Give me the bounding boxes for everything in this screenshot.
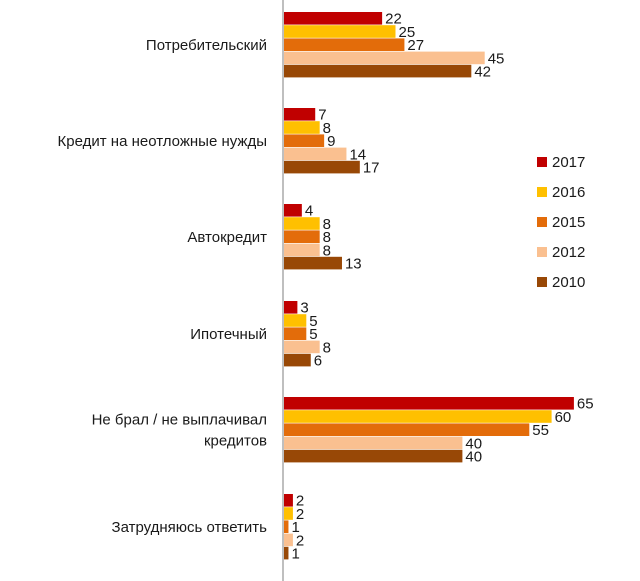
bar-2017	[284, 204, 302, 217]
bar-2012	[284, 436, 463, 450]
bar-2016	[284, 410, 552, 423]
category-labels: Потребительский Кредит на неотложные нужд…	[58, 37, 268, 536]
data-label: 6	[314, 353, 322, 370]
data-label: 60	[555, 409, 572, 426]
bar-2017	[284, 12, 383, 25]
bar-2015	[284, 134, 325, 147]
bar-2017	[284, 494, 293, 507]
legend-swatch	[537, 217, 547, 227]
data-label: 8	[323, 339, 331, 356]
bar-2012	[284, 533, 293, 547]
data-label: 2	[296, 493, 304, 510]
data-label: 25	[399, 24, 416, 41]
data-label: 8	[323, 216, 331, 233]
bar-2016	[284, 25, 396, 38]
bar-2016	[284, 507, 293, 520]
category-label: Потребительский	[146, 37, 267, 54]
legend-item: 2010	[537, 274, 585, 291]
data-label: 14	[349, 146, 366, 163]
bar-2010	[284, 64, 472, 78]
data-label: 3	[300, 300, 308, 317]
category-label: Не брал / не выплачивал	[92, 412, 267, 429]
bar-2012	[284, 51, 485, 65]
data-label: 40	[465, 449, 482, 466]
legend-item: 2017	[537, 154, 585, 171]
data-label: 8	[323, 229, 331, 246]
data-label: 2	[296, 506, 304, 523]
bar-2010	[284, 256, 342, 270]
bar-2017	[284, 301, 298, 314]
bar-2010	[284, 546, 289, 560]
data-label: 55	[532, 422, 549, 439]
category-label: Автокредит	[187, 229, 267, 246]
legend-item: 2012	[537, 244, 585, 261]
bar-2010	[284, 353, 311, 367]
legend-item: 2016	[537, 184, 585, 201]
bar-2012	[284, 243, 320, 257]
data-label: 17	[363, 160, 380, 177]
data-label: 8	[323, 242, 331, 259]
data-label: 1	[291, 519, 299, 536]
legend-label: 2017	[552, 154, 585, 171]
bar-2015	[284, 520, 289, 533]
bar-2012	[284, 147, 347, 161]
bar-2015	[284, 38, 405, 51]
bar-groups: 2225274542789141748881335586656055404022…	[284, 11, 594, 563]
data-label: 1	[291, 546, 299, 563]
bar-2017	[284, 397, 574, 410]
data-label: 22	[385, 11, 402, 28]
legend-item: 2015	[537, 214, 585, 231]
data-label: 13	[345, 256, 362, 273]
bar-2016	[284, 121, 320, 134]
data-label: 42	[474, 64, 491, 81]
legend-swatch	[537, 187, 547, 197]
legend-swatch	[537, 157, 547, 167]
category-label: кредитов	[204, 433, 267, 450]
bar-2015	[284, 327, 307, 340]
legend-swatch	[537, 277, 547, 287]
legend-label: 2016	[552, 184, 585, 201]
data-label: 40	[465, 435, 482, 452]
bar-2016	[284, 314, 307, 327]
legend-swatch	[537, 247, 547, 257]
legend-label: 2015	[552, 214, 585, 231]
data-label: 5	[309, 326, 317, 343]
bar-2012	[284, 340, 320, 354]
category-label: Ипотечный	[190, 326, 267, 343]
data-label: 2	[296, 532, 304, 549]
bar-2016	[284, 217, 320, 230]
bar-2010	[284, 449, 463, 463]
data-label: 4	[305, 203, 313, 220]
data-label: 5	[309, 313, 317, 330]
data-label: 9	[327, 133, 335, 150]
legend-label: 2012	[552, 244, 585, 261]
bar-2015	[284, 230, 320, 243]
data-label: 7	[318, 107, 326, 124]
bar-2015	[284, 423, 530, 436]
legend-label: 2010	[552, 274, 585, 291]
data-label: 45	[488, 50, 505, 67]
legend: 2017 2016 2015 2012 2010	[537, 154, 585, 291]
bar-2010	[284, 160, 360, 174]
data-label: 65	[577, 396, 594, 413]
category-label: Затрудняюсь ответить	[112, 519, 268, 536]
data-label: 8	[323, 120, 331, 137]
bar-2017	[284, 108, 316, 121]
category-label: Кредит на неотложные нужды	[58, 133, 267, 150]
data-label: 27	[407, 37, 424, 54]
